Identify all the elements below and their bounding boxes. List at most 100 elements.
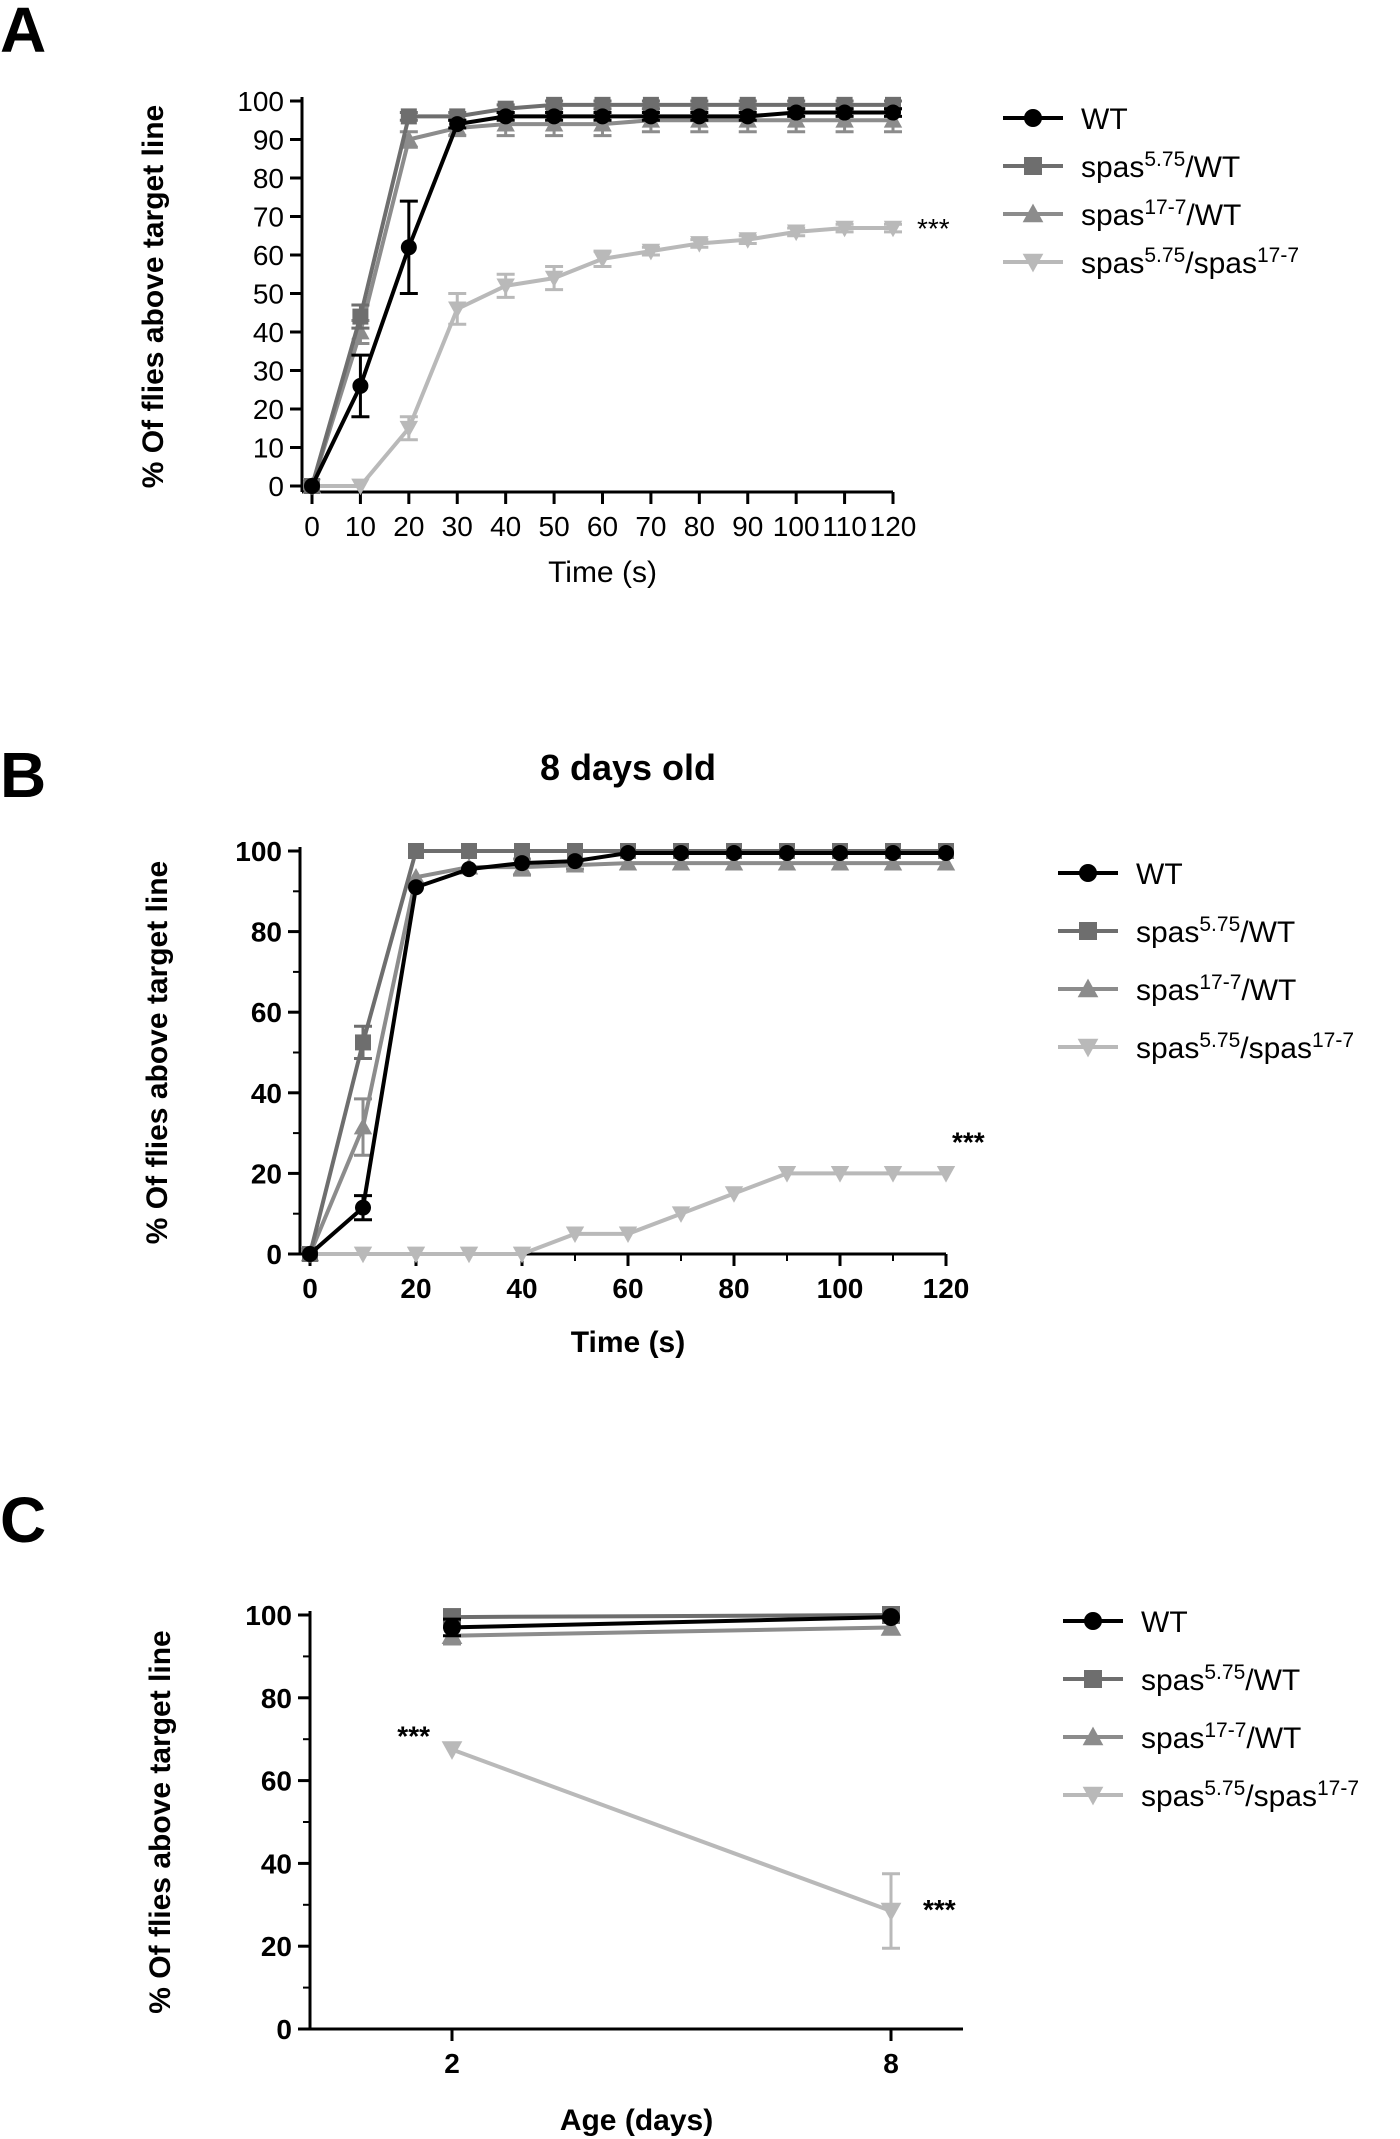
series-line-wt: [310, 110, 893, 487]
legend-sup1-text: 5.75: [1199, 913, 1240, 936]
series-spas17-7-wt: [302, 107, 903, 494]
x-tick-label: 60: [612, 1273, 643, 1304]
legend-item-panel-C-2: spas17-7/WT: [1063, 1719, 1301, 1755]
data-point: [408, 843, 424, 859]
x-tick-label: 90: [732, 511, 763, 542]
data-point: [461, 843, 477, 859]
y-tick-label: 90: [253, 125, 284, 156]
data-point: [400, 239, 417, 256]
data-point: [353, 1246, 373, 1264]
x-tick-label: 80: [718, 1273, 749, 1304]
x-tick-label: 30: [442, 511, 473, 542]
chart-title: 8 days old: [540, 747, 716, 788]
y-tick-label: 100: [245, 1600, 292, 1631]
y-tick-label: 100: [237, 86, 284, 117]
legend-circle-marker: [1024, 109, 1042, 127]
data-point: [618, 1226, 638, 1244]
data-point: [544, 270, 564, 288]
data-point: [497, 108, 514, 125]
x-tick-label: 110: [822, 511, 867, 542]
legend-item-panel-C-3: spas5.75/spas17-7: [1063, 1777, 1359, 1813]
data-point: [399, 420, 419, 438]
y-tick-label: 40: [251, 1078, 282, 1109]
legend-triangle-up-marker: [1022, 203, 1044, 223]
legend-label: spas5.75/spas17-7: [1136, 1029, 1354, 1066]
data-point: [443, 1618, 461, 1637]
data-point: [739, 96, 756, 113]
legend-triangle-down-marker: [1077, 1038, 1099, 1058]
data-point: [546, 96, 563, 113]
x-tick-label: 120: [870, 511, 917, 542]
panel-a: A 0 10 20 30 40 50 60 70 80 90 100 0 10 20 30 40 50 60 70 80…: [0, 0, 1299, 589]
data-point: [461, 861, 477, 878]
data-point: [512, 1246, 532, 1264]
data-point: [448, 301, 467, 319]
data-point: [459, 1246, 479, 1264]
x-tick-label: 2: [444, 2048, 460, 2079]
x-tick-label: 100: [817, 1273, 864, 1304]
series-wt: [302, 845, 954, 1262]
legend-item-panel-B-0: WT: [1058, 858, 1183, 891]
y-tick-label: 80: [261, 1683, 292, 1714]
data-point: [788, 104, 805, 121]
legend-mid-text: /spas: [1245, 1780, 1317, 1813]
x-tick-label: 100: [773, 511, 820, 542]
legend-mid-text: /WT: [1241, 974, 1296, 1007]
panel-letter: A: [0, 0, 46, 66]
data-point: [594, 96, 611, 113]
y-tick-label: 50: [253, 279, 284, 310]
data-point: [726, 845, 742, 862]
y-tick-label: 30: [253, 356, 284, 387]
legend-base-text: WT: [1136, 858, 1183, 891]
significance-annotation: ***: [397, 1721, 430, 1752]
legend-sup2-text: 17-7: [1312, 1029, 1354, 1052]
legend-item-panel-A-2: spas17-7/WT: [1003, 196, 1241, 232]
series-spas5-75-spas17-7: [300, 1166, 956, 1264]
legend-square-marker: [1084, 1670, 1102, 1688]
y-tick-label: 80: [253, 163, 284, 194]
legend-label: spas5.75/WT: [1136, 913, 1295, 950]
data-point: [777, 853, 797, 871]
legend-sup1-text: 5.75: [1204, 1777, 1245, 1800]
x-tick-label: 10: [345, 511, 376, 542]
x-axis-title: Time (s): [571, 1326, 685, 1359]
data-point: [567, 853, 583, 870]
y-tick-label: 80: [251, 917, 282, 948]
legend-label: WT: [1141, 1606, 1188, 1639]
series-line-spas5-75-wt: [451, 1613, 892, 1620]
legend-label: spas17-7/WT: [1136, 971, 1296, 1008]
data-point: [883, 853, 903, 871]
x-tick-label: 50: [539, 511, 570, 542]
data-point: [836, 104, 853, 121]
data-point: [642, 108, 659, 125]
series-line-spas5-75-wt: [308, 849, 946, 1255]
data-point: [691, 108, 708, 125]
y-tick-label: 70: [253, 202, 284, 233]
data-point: [546, 108, 563, 125]
legend-base-text: spas: [1136, 1032, 1199, 1065]
data-point: [786, 224, 806, 242]
series-spas5-75-spas17-7: [302, 220, 903, 496]
legend-sup2-text: 17-7: [1257, 244, 1299, 267]
y-tick-label: 40: [253, 317, 284, 348]
data-point: [641, 243, 661, 261]
legend-sup1-text: 5.75: [1144, 244, 1185, 267]
data-point: [351, 478, 370, 496]
x-tick-label: 8: [883, 2048, 899, 2079]
data-point: [352, 377, 369, 394]
legend-base-text: WT: [1081, 103, 1128, 136]
series-line-spas5-75-wt: [310, 102, 893, 487]
y-tick-label: 20: [253, 394, 284, 425]
x-tick-label: 20: [400, 1273, 431, 1304]
legend-base-text: spas: [1136, 974, 1199, 1007]
legend-base-text: spas: [1081, 199, 1144, 232]
panel-letter: B: [0, 739, 46, 811]
data-point: [620, 845, 636, 862]
data-point: [304, 478, 320, 494]
data-point: [671, 1206, 691, 1223]
legend-label: spas5.75/spas17-7: [1081, 244, 1299, 281]
data-point: [514, 855, 530, 872]
legend-circle-marker: [1084, 1612, 1102, 1630]
legend-item-panel-A-3: spas5.75/spas17-7: [1003, 244, 1299, 281]
